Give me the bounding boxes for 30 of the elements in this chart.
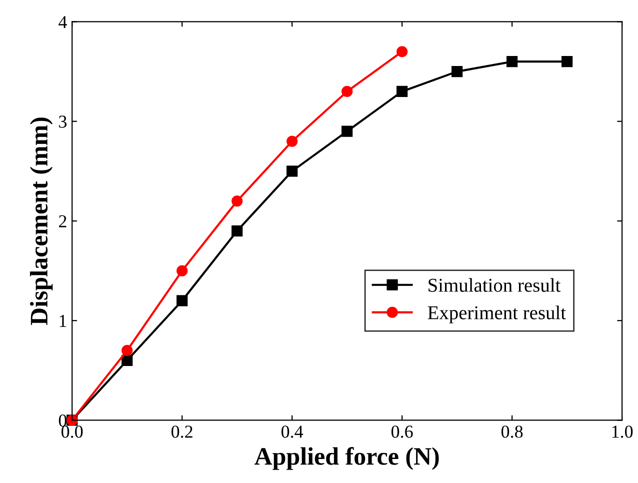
point — [342, 126, 353, 137]
point — [396, 46, 408, 58]
point — [176, 295, 188, 306]
x-tick-label: 0.6 — [391, 426, 413, 438]
point — [232, 225, 243, 236]
point — [506, 56, 518, 68]
x-tick-label: 1.0 — [612, 426, 633, 438]
point — [232, 195, 243, 207]
point — [286, 166, 298, 177]
y-tick-label: 3 — [59, 116, 67, 128]
y-tick-label: 0 — [58, 414, 67, 427]
point — [452, 66, 463, 78]
y-tick-label: 4 — [58, 16, 67, 28]
point — [562, 56, 573, 68]
point — [286, 136, 298, 147]
point — [122, 354, 133, 366]
x-tick-label: 0.2 — [171, 426, 192, 438]
legend-label: Experiment result — [428, 306, 566, 324]
y-tick-label: 2 — [59, 215, 66, 228]
y-axis-title: Displacement (mm) — [30, 118, 53, 326]
point — [122, 344, 133, 356]
x-tick-label: 0.0 — [62, 426, 83, 438]
x-tick-label: 0.4 — [281, 426, 304, 438]
point — [342, 86, 353, 98]
x-axis-title: Applied force (N) — [254, 447, 439, 470]
legend-label: Simulation result — [428, 278, 561, 292]
x-tick-label: 0.8 — [501, 426, 523, 438]
point — [396, 86, 408, 98]
point — [176, 265, 188, 276]
y-tick-label: 1 — [60, 314, 66, 327]
